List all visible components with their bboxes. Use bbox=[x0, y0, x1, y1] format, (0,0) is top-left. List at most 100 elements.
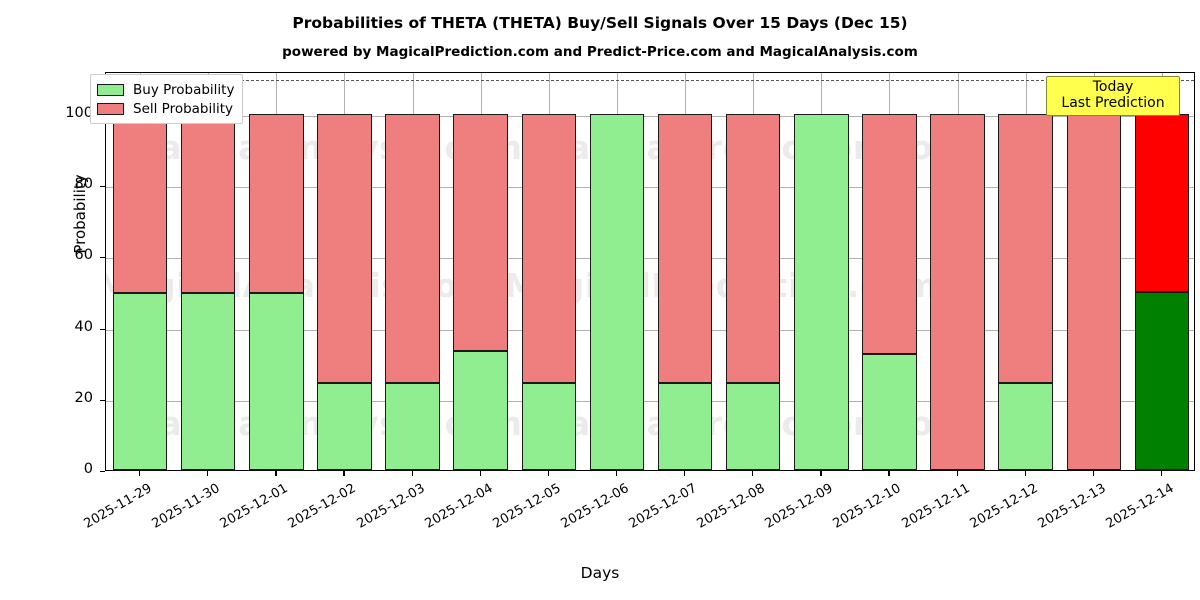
y-tick-label: 60 bbox=[74, 247, 93, 264]
bar-segment-buy[interactable] bbox=[180, 292, 236, 470]
bar-segment-sell[interactable] bbox=[657, 113, 713, 383]
bar-2025-12-03[interactable] bbox=[385, 73, 440, 470]
bars-layer bbox=[106, 73, 1194, 470]
bar-segment-sell[interactable] bbox=[1134, 113, 1190, 292]
x-tick-label: 2025-12-04 bbox=[422, 481, 496, 532]
bar-segment-sell[interactable] bbox=[998, 113, 1053, 383]
bar-2025-12-02[interactable] bbox=[317, 73, 372, 470]
bar-segment-sell[interactable] bbox=[317, 113, 372, 383]
x-tick-label: 2025-12-11 bbox=[899, 481, 973, 532]
gridline-horizontal bbox=[106, 400, 1194, 402]
x-tick-label: 2025-12-12 bbox=[967, 481, 1041, 532]
x-tick-label: 2025-12-14 bbox=[1103, 481, 1177, 532]
bar-segment-sell[interactable] bbox=[862, 113, 917, 354]
bar-segment-sell[interactable] bbox=[249, 113, 304, 294]
bar-2025-12-11[interactable] bbox=[930, 73, 985, 470]
chart-legend: Buy Probability Sell Probability bbox=[90, 74, 244, 124]
x-tick-label: 2025-12-07 bbox=[626, 481, 700, 532]
x-tick-mark bbox=[207, 471, 209, 476]
gridline-horizontal bbox=[106, 115, 1194, 117]
x-tick-label: 2025-12-05 bbox=[490, 481, 564, 532]
bar-segment-buy[interactable] bbox=[112, 292, 168, 470]
bar-2025-12-05[interactable] bbox=[521, 73, 577, 470]
bar-2025-12-09[interactable] bbox=[794, 73, 849, 470]
bar-2025-11-30[interactable] bbox=[180, 73, 236, 470]
legend-item-sell: Sell Probability bbox=[97, 99, 234, 118]
bar-segment-sell[interactable] bbox=[453, 113, 508, 352]
bar-segment-sell[interactable] bbox=[180, 113, 236, 293]
x-tick-mark bbox=[1160, 471, 1163, 476]
legend-label-buy: Buy Probability bbox=[133, 81, 235, 98]
bar-2025-11-29[interactable] bbox=[112, 73, 168, 470]
legend-swatch-buy bbox=[97, 83, 124, 96]
legend-item-buy: Buy Probability bbox=[97, 80, 234, 99]
bar-2025-12-07[interactable] bbox=[657, 73, 713, 470]
bar-segment-sell[interactable] bbox=[112, 113, 168, 293]
y-tick-mark bbox=[100, 399, 105, 401]
bar-segment-sell[interactable] bbox=[385, 113, 440, 383]
x-tick-mark bbox=[888, 471, 890, 476]
y-tick-mark bbox=[100, 471, 105, 473]
x-tick-mark bbox=[1092, 471, 1094, 476]
y-tick-mark bbox=[100, 257, 105, 259]
bar-segment-sell[interactable] bbox=[930, 113, 985, 470]
legend-swatch-sell bbox=[97, 102, 124, 115]
x-tick-mark bbox=[343, 471, 345, 476]
x-tick-mark bbox=[547, 471, 549, 476]
bar-segment-sell[interactable] bbox=[725, 113, 781, 383]
bar-2025-12-10[interactable] bbox=[862, 73, 917, 470]
bar-segment-buy[interactable] bbox=[317, 382, 372, 470]
x-tick-label: 2025-12-01 bbox=[217, 481, 291, 532]
legend-label-sell: Sell Probability bbox=[133, 100, 234, 117]
x-tick-mark bbox=[615, 471, 618, 476]
x-tick-label: 2025-12-10 bbox=[830, 481, 904, 532]
bar-segment-buy[interactable] bbox=[589, 113, 645, 470]
today-annotation-line2: Last Prediction bbox=[1061, 94, 1165, 111]
plot-area: MagicalAnalysis.com MagicalPrediction.co… bbox=[105, 72, 1195, 471]
x-tick-label: 2025-12-13 bbox=[1035, 481, 1109, 532]
x-tick-mark bbox=[275, 471, 277, 476]
x-axis-label: Days bbox=[580, 564, 620, 582]
bar-segment-buy[interactable] bbox=[521, 382, 577, 470]
bar-2025-12-14[interactable] bbox=[1134, 73, 1190, 470]
reference-line bbox=[106, 80, 1194, 82]
bar-segment-buy[interactable] bbox=[1134, 291, 1190, 470]
x-tick-label: 2025-12-03 bbox=[354, 481, 428, 532]
bar-segment-buy[interactable] bbox=[657, 382, 713, 470]
bar-segment-buy[interactable] bbox=[725, 382, 781, 470]
chart-subtitle: powered by MagicalPrediction.com and Pre… bbox=[282, 44, 918, 60]
bar-segment-buy[interactable] bbox=[794, 113, 849, 470]
bar-segment-buy[interactable] bbox=[862, 353, 917, 470]
bar-segment-buy[interactable] bbox=[385, 382, 440, 470]
x-tick-mark bbox=[820, 471, 822, 476]
bar-segment-buy[interactable] bbox=[249, 293, 304, 470]
today-annotation: Today Last Prediction bbox=[1046, 76, 1180, 117]
x-tick-mark bbox=[752, 471, 754, 476]
bar-2025-12-01[interactable] bbox=[249, 73, 304, 470]
x-tick-label: 2025-11-29 bbox=[81, 481, 155, 532]
bar-segment-sell[interactable] bbox=[521, 113, 577, 383]
y-tick-label: 80 bbox=[74, 176, 93, 192]
x-tick-label: 2025-12-09 bbox=[762, 481, 836, 532]
y-tick-label: 20 bbox=[74, 389, 93, 406]
bar-2025-12-06[interactable] bbox=[589, 73, 645, 470]
y-tick-label: 40 bbox=[74, 318, 93, 335]
bar-2025-12-08[interactable] bbox=[725, 73, 781, 470]
bar-segment-buy[interactable] bbox=[998, 382, 1053, 470]
bar-segment-sell[interactable] bbox=[1066, 113, 1122, 470]
x-tick-mark bbox=[956, 471, 958, 476]
gridline-horizontal bbox=[106, 187, 1194, 188]
bar-2025-12-04[interactable] bbox=[453, 73, 508, 470]
y-axis-label: Probability bbox=[71, 174, 89, 254]
bar-2025-12-13[interactable] bbox=[1066, 73, 1122, 470]
page-title: Probabilities of THETA (THETA) Buy/Sell … bbox=[292, 14, 908, 32]
gridline-horizontal bbox=[106, 329, 1194, 331]
x-tick-mark bbox=[411, 471, 413, 476]
bar-segment-buy[interactable] bbox=[453, 351, 508, 470]
x-tick-label: 2025-11-30 bbox=[149, 481, 223, 532]
bar-2025-12-12[interactable] bbox=[998, 73, 1053, 470]
y-tick-label: 100 bbox=[65, 104, 93, 121]
y-tick-mark bbox=[100, 328, 105, 330]
y-tick-label: 0 bbox=[83, 461, 93, 477]
y-tick-mark bbox=[100, 186, 105, 188]
